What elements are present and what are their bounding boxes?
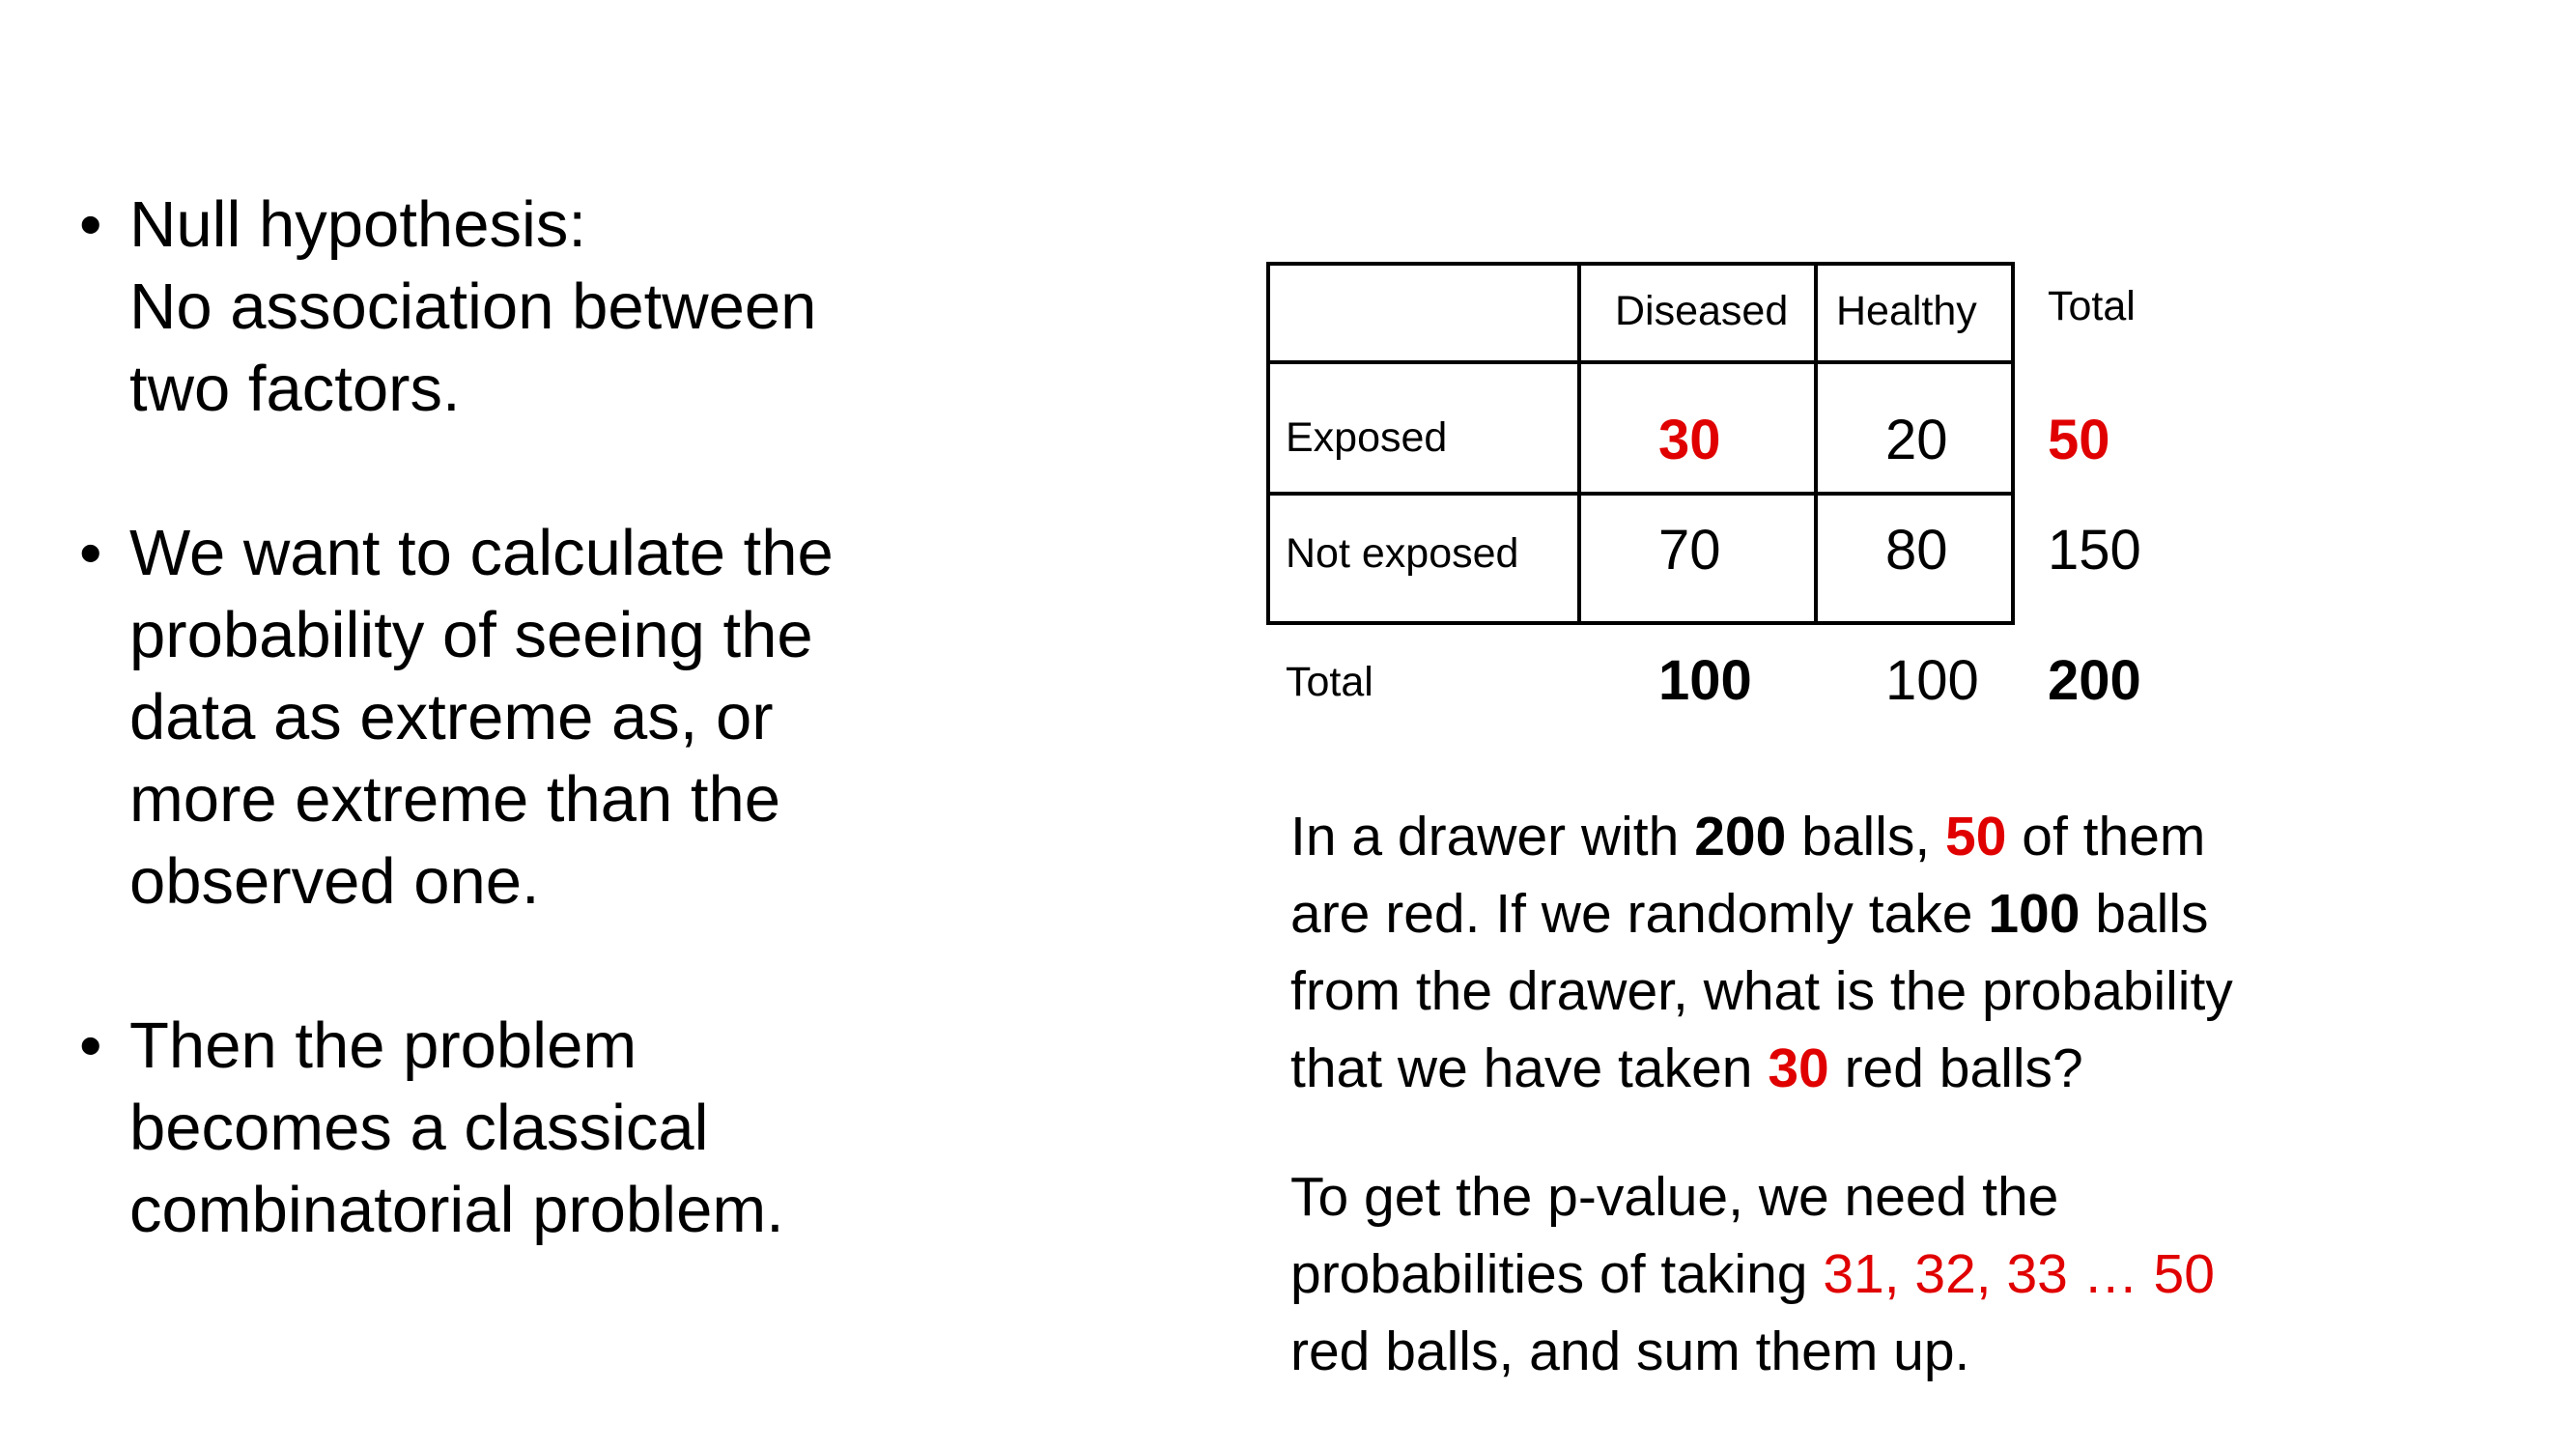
text-run: are red. If we randomly take — [1290, 883, 1989, 945]
bullet-dot: • — [79, 188, 102, 261]
bullet-line: observed one. — [129, 845, 540, 918]
cell-not-exposed-total: 150 — [2048, 519, 2141, 582]
bullet-line: more extreme than the — [129, 763, 781, 836]
bullet-line: two factors. — [129, 353, 461, 425]
text-run: balls, — [1786, 806, 1946, 867]
row-label-not-exposed: Not exposed — [1286, 530, 1519, 577]
drawer-analogy-paragraph: In a drawer with 200 balls, 50 of them a… — [1290, 798, 2233, 1107]
bullet-list: • Null hypothesis: No association betwee… — [79, 184, 948, 1251]
text-run-bold: 100 — [1988, 883, 2081, 945]
text-run: red balls? — [1828, 1037, 2083, 1099]
text-run: that we have taken — [1290, 1037, 1769, 1099]
paragraph-line: are red. If we randomly take 100 balls — [1290, 875, 2233, 952]
table-divider-row1 — [1266, 360, 2015, 364]
table-divider-col1 — [1577, 262, 1581, 625]
cell-exposed-healthy: 20 — [1885, 409, 1948, 471]
row-label-exposed: Exposed — [1286, 414, 1448, 461]
bullet-line: No association between — [129, 270, 817, 343]
cell-exposed-total: 50 — [2048, 409, 2110, 471]
table-border-left — [1266, 262, 1270, 625]
text-run: balls — [2080, 883, 2209, 945]
text-run: of them — [2006, 806, 2206, 867]
table-divider-col2 — [1814, 262, 1818, 625]
bullet-line: becomes a classical — [129, 1092, 709, 1164]
table-border-bottom — [1266, 621, 2015, 625]
cell-total-healthy: 100 — [1885, 649, 1979, 712]
paragraph-line: To get the p-value, we need the — [1290, 1166, 2059, 1228]
header-healthy: Healthy — [1836, 288, 1977, 334]
bullet-line: combinatorial problem. — [129, 1174, 784, 1246]
bullet-dot: • — [79, 1009, 102, 1082]
cell-exposed-diseased: 30 — [1658, 409, 1721, 471]
bullet-probability: • We want to calculate the probability o… — [79, 512, 948, 923]
bullet-line: Null hypothesis: — [129, 188, 586, 261]
text-run: In a drawer with — [1290, 806, 1695, 867]
row-label-total: Total — [1286, 659, 1373, 705]
bullet-line: We want to calculate the — [129, 517, 834, 589]
header-total: Total — [2048, 283, 2136, 329]
p-value-paragraph: To get the p-value, we need the probabil… — [1290, 1158, 2215, 1390]
paragraph-line: that we have taken 30 red balls? — [1290, 1030, 2233, 1107]
text-run-bold: 200 — [1694, 806, 1787, 867]
bullet-dot: • — [79, 517, 102, 589]
text-run-highlight: 31, 32, 33 … 50 — [1823, 1243, 2215, 1305]
cell-total-diseased: 100 — [1658, 649, 1752, 712]
bullet-combinatorial: • Then the problem becomes a classical c… — [79, 1005, 948, 1251]
cell-not-exposed-healthy: 80 — [1885, 519, 1948, 582]
table-divider-row2 — [1266, 492, 2015, 496]
bullet-line: data as extreme as, or — [129, 681, 774, 753]
bullet-null-hypothesis: • Null hypothesis: No association betwee… — [79, 184, 948, 430]
table-border-right — [2011, 262, 2015, 625]
paragraph-line: from the drawer, what is the probability — [1290, 960, 2233, 1022]
text-run-highlight: 30 — [1768, 1037, 1829, 1099]
cell-not-exposed-diseased: 70 — [1658, 519, 1721, 582]
header-diseased: Diseased — [1615, 288, 1789, 334]
text-run-highlight: 50 — [1945, 806, 2007, 867]
paragraph-line: probabilities of taking 31, 32, 33 … 50 — [1290, 1236, 2215, 1313]
paragraph-line: red balls, and sum them up. — [1290, 1321, 1970, 1382]
cell-total-total: 200 — [2048, 649, 2141, 712]
bullet-line: probability of seeing the — [129, 599, 813, 671]
bullet-line: Then the problem — [129, 1009, 637, 1082]
table-border-top — [1266, 262, 2015, 266]
text-run: probabilities of taking — [1290, 1243, 1824, 1305]
paragraph-line: In a drawer with 200 balls, 50 of them — [1290, 798, 2233, 875]
